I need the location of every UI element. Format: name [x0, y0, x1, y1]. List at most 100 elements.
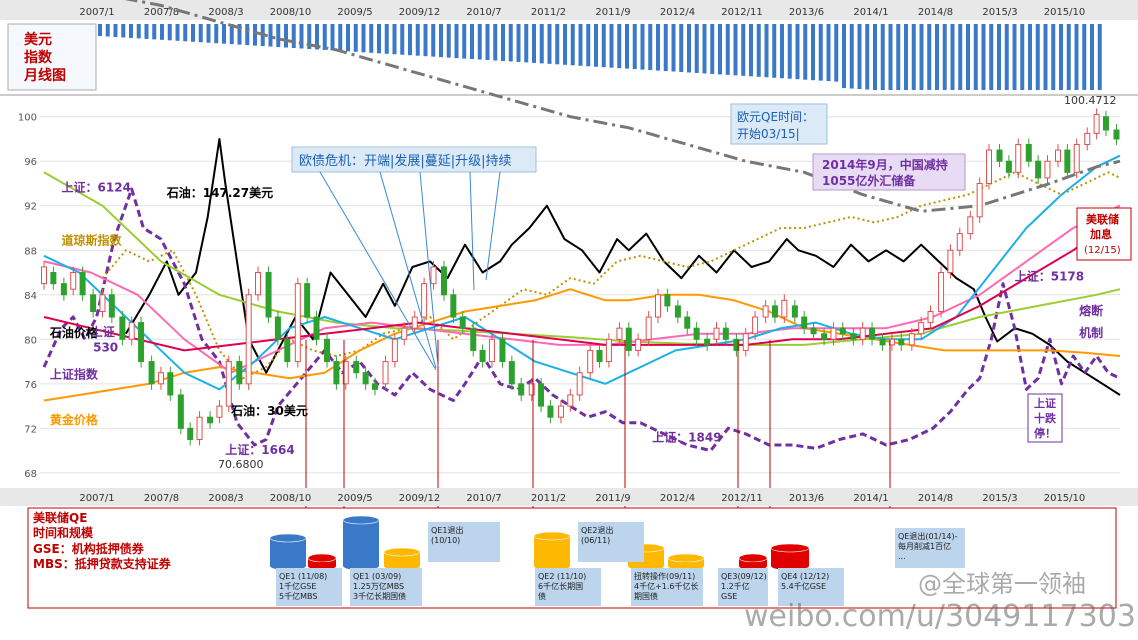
- top-bar: [702, 24, 707, 74]
- candle-body: [869, 327, 876, 340]
- qe-box-text: 1千亿GSE: [279, 581, 316, 591]
- top-bar: [268, 24, 273, 47]
- qe-box-text: GSE: [721, 592, 737, 601]
- candle-body: [752, 316, 759, 335]
- qe-cylinder-top: [533, 531, 571, 541]
- series-line-0: [125, 138, 1121, 396]
- qe-box-text: QE3(09/12): [721, 572, 767, 581]
- top-bar: [191, 24, 195, 42]
- candle-body: [830, 327, 837, 340]
- candle-body: [713, 327, 720, 340]
- top-bar: [795, 24, 800, 80]
- top-title-line-1: 美元: [24, 31, 52, 48]
- top-date-label: 2012/11: [721, 7, 763, 18]
- candle-body: [859, 327, 866, 340]
- top-bar: [826, 24, 831, 82]
- candle-body: [430, 266, 437, 285]
- top-bar: [1059, 24, 1063, 90]
- top-bar: [129, 24, 133, 38]
- qe-box-text: QE4 (12/12): [781, 572, 829, 581]
- top-date-label: 2010/7: [466, 7, 501, 18]
- top-bar: [973, 24, 978, 90]
- qe-box-text: QE2 (11/10): [538, 572, 586, 581]
- x-date-label: 2007/8: [144, 493, 179, 504]
- top-bar: [524, 24, 529, 63]
- candle-body: [342, 361, 349, 385]
- top-date-label: 2012/4: [660, 7, 695, 18]
- top-bar: [725, 24, 730, 75]
- top-date-label: 2008/3: [208, 7, 243, 18]
- top-bar: [849, 24, 854, 89]
- candle-body: [664, 294, 671, 307]
- candle-body: [70, 272, 77, 290]
- top-bar: [384, 24, 389, 54]
- top-bar: [935, 24, 939, 90]
- candle-body: [138, 322, 145, 363]
- qe-box-text: 5千亿MBS: [279, 591, 317, 601]
- top-date-label: 2015/10: [1044, 7, 1086, 18]
- top-bar: [787, 24, 792, 79]
- top-bar: [330, 24, 335, 51]
- series-layer: [42, 0, 1121, 453]
- y-tick-label: 68: [24, 469, 37, 480]
- china-reserve-line-2: 1055亿外汇储备: [822, 173, 916, 188]
- annotation-label: 上证指数: [50, 366, 99, 381]
- candle-body: [821, 333, 828, 340]
- x-date-label: 2011/2: [531, 493, 566, 504]
- euro-pointer: [379, 171, 437, 369]
- candle-body: [927, 310, 934, 324]
- candle-body: [508, 361, 515, 385]
- candle-body: [1055, 149, 1062, 162]
- y-tick-label: 100: [18, 113, 37, 124]
- top-bar: [694, 24, 699, 73]
- sh-halt-line-1: 上证: [1034, 396, 1056, 410]
- china-reserve-callout: 2014年9月，中国减持 1055亿外汇储备: [812, 153, 966, 191]
- top-bar: [818, 24, 823, 81]
- candle-body: [499, 338, 506, 363]
- candle-body: [421, 283, 428, 318]
- top-bar: [470, 24, 474, 60]
- candle-body: [655, 294, 662, 318]
- qe-title-3: GSE：机构抵押债券: [33, 541, 145, 556]
- top-bar: [687, 24, 691, 73]
- top-bar: [981, 24, 986, 90]
- top-bar: [167, 24, 172, 41]
- top-bar: [911, 24, 916, 90]
- candle-body: [605, 338, 612, 363]
- top-bar: [780, 24, 784, 79]
- top-bar: [175, 24, 180, 41]
- qe-box-text: QE1 (03/09): [353, 572, 401, 581]
- candle-body: [1005, 160, 1012, 173]
- candle-body: [470, 327, 477, 351]
- candle-body: [401, 327, 408, 340]
- top-bar: [601, 24, 606, 68]
- candle-body: [284, 338, 291, 363]
- main-plot: 68 72 76 80 84 88 92 96 100 上证：6124 道琼斯指数 石油：147.2…: [0, 0, 1138, 560]
- top-date-label: 2011/2: [531, 7, 566, 18]
- qe-box: [350, 568, 422, 606]
- candle-body: [440, 266, 447, 296]
- candle-body: [918, 322, 925, 335]
- fed-hike-line-3: (12/15): [1084, 245, 1121, 256]
- top-bar: [625, 24, 629, 69]
- candle-body: [167, 372, 174, 396]
- top-bar: [322, 24, 327, 50]
- qe-cylinder-top: [307, 553, 337, 563]
- annotation-label: 道琼斯指数: [62, 233, 123, 248]
- sh-halt-callout: 上证 十跌 停！: [1027, 393, 1063, 443]
- top-date-label: 2014/8: [918, 7, 953, 18]
- top-bar: [346, 24, 350, 52]
- candle-body: [1044, 160, 1051, 179]
- top-bar: [113, 24, 118, 37]
- top-bar: [942, 24, 947, 90]
- top-bar: [749, 24, 753, 77]
- top-bar: [958, 24, 963, 90]
- top-bar: [415, 24, 420, 56]
- candle-body: [1064, 149, 1071, 173]
- candle-body: [1102, 116, 1109, 131]
- series-line-7: [43, 216, 1121, 352]
- qe-cylinder-top: [770, 543, 810, 553]
- x-date-labels: 2007/1 2007/8 2008/3 2008/10 2009/5 2009/12 20…: [79, 493, 1085, 504]
